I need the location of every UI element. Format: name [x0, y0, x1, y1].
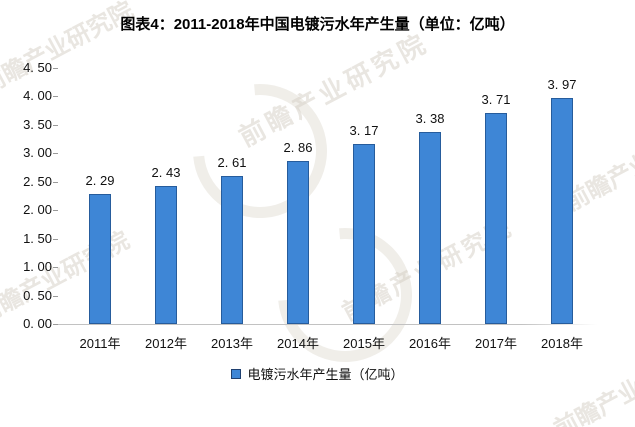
y-axis-tick-label: 2. 50 — [23, 173, 52, 189]
bar-value-label: 2. 86 — [283, 140, 313, 155]
bar — [551, 98, 573, 324]
bar-value-label: 3. 38 — [415, 111, 445, 126]
y-axis-tick-label: 0. 00 — [23, 316, 52, 331]
bar-value-label: 3. 71 — [481, 92, 511, 107]
bar — [221, 176, 243, 324]
y-axis-tick-mark — [53, 238, 58, 240]
y-axis-tick-mark — [53, 210, 58, 212]
bar-value-label: 3. 17 — [349, 123, 379, 138]
legend-label: 电镀污水年产生量（亿吨） — [247, 367, 404, 382]
y-axis-tick-mark — [53, 124, 58, 126]
y-axis-tick-mark — [53, 267, 58, 269]
bar-value-label: 2. 61 — [217, 155, 247, 170]
bar-value-label: 3. 97 — [547, 77, 577, 92]
y-axis-tick-mark — [53, 324, 58, 325]
legend-swatch-icon — [231, 368, 242, 379]
x-axis-category-label: 2014年 — [277, 336, 319, 351]
y-axis-tick-label: 3. 00 — [23, 145, 52, 161]
y-axis-tick-label: 2. 00 — [23, 202, 52, 218]
y-axis-tick-label: 3. 50 — [23, 116, 52, 132]
x-axis-category-label: 2017年 — [475, 336, 517, 351]
y-axis-tick-mark — [53, 68, 58, 69]
bar — [353, 144, 375, 324]
x-axis-category-label: 2016年 — [409, 336, 451, 351]
y-axis-tick-mark — [53, 96, 58, 98]
y-axis-tick-label: 4. 00 — [23, 88, 52, 104]
x-axis-category-label: 2015年 — [343, 336, 385, 351]
bar — [89, 194, 111, 324]
bar — [485, 113, 507, 324]
bar-value-label: 2. 43 — [151, 165, 181, 180]
x-axis-category-label: 2011年 — [79, 336, 121, 351]
y-axis-tick-label: 0. 50 — [23, 287, 52, 303]
y-axis-tick-label: 4. 50 — [23, 60, 52, 75]
y-axis-tick-mark — [53, 181, 58, 183]
x-axis-category-label: 2013年 — [211, 336, 253, 351]
legend: 电镀污水年产生量（亿吨） — [0, 364, 635, 383]
y-axis-tick-mark — [53, 153, 58, 155]
bar — [419, 132, 441, 324]
x-axis-line — [58, 324, 597, 325]
y-axis-tick-label: 1. 00 — [23, 259, 52, 275]
bar — [155, 186, 177, 324]
bar-value-label: 2. 29 — [85, 173, 115, 188]
chart-title: 图表4：2011-2018年中国电镀污水年产生量（单位：亿吨） — [120, 16, 515, 33]
y-axis-tick-label: 1. 50 — [23, 230, 52, 246]
y-axis-tick-mark — [53, 295, 58, 297]
x-axis-category-label: 2018年 — [541, 336, 583, 351]
bar — [287, 161, 309, 324]
x-axis-category-label: 2012年 — [145, 336, 187, 351]
